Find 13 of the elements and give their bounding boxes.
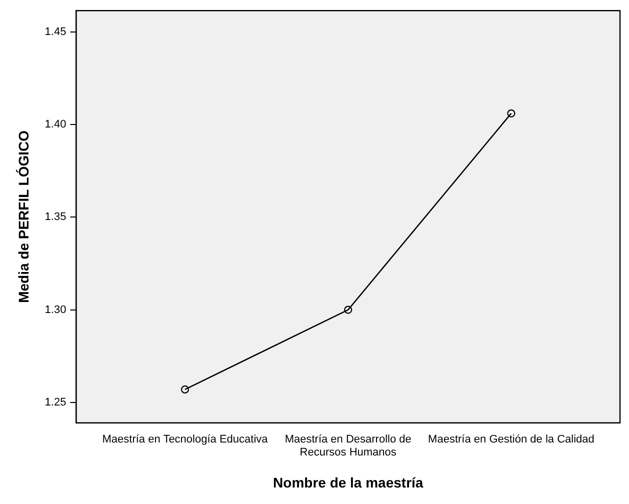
x-tick-label: Maestría en Tecnología Educativa	[102, 433, 269, 446]
x-tick-label: Maestría en Gestión de la Calidad	[428, 433, 594, 446]
y-tick-label: 1.35	[44, 211, 66, 224]
point	[507, 109, 516, 118]
point	[344, 306, 352, 314]
y-tick-label: 1.30	[44, 304, 66, 316]
y-tick-label: 1.25	[44, 396, 66, 408]
x-tick-label: Maestría en Desarrollo de Recursos Humanos	[284, 433, 412, 459]
y-tick-label: 1.45	[44, 26, 66, 38]
x-axis-title: Nombre de la maestría	[273, 474, 424, 490]
y-tick-label: 1.40	[44, 118, 66, 131]
y-axis-title: Media de PERFIL LÓGICO	[15, 130, 32, 303]
point	[180, 385, 190, 394]
